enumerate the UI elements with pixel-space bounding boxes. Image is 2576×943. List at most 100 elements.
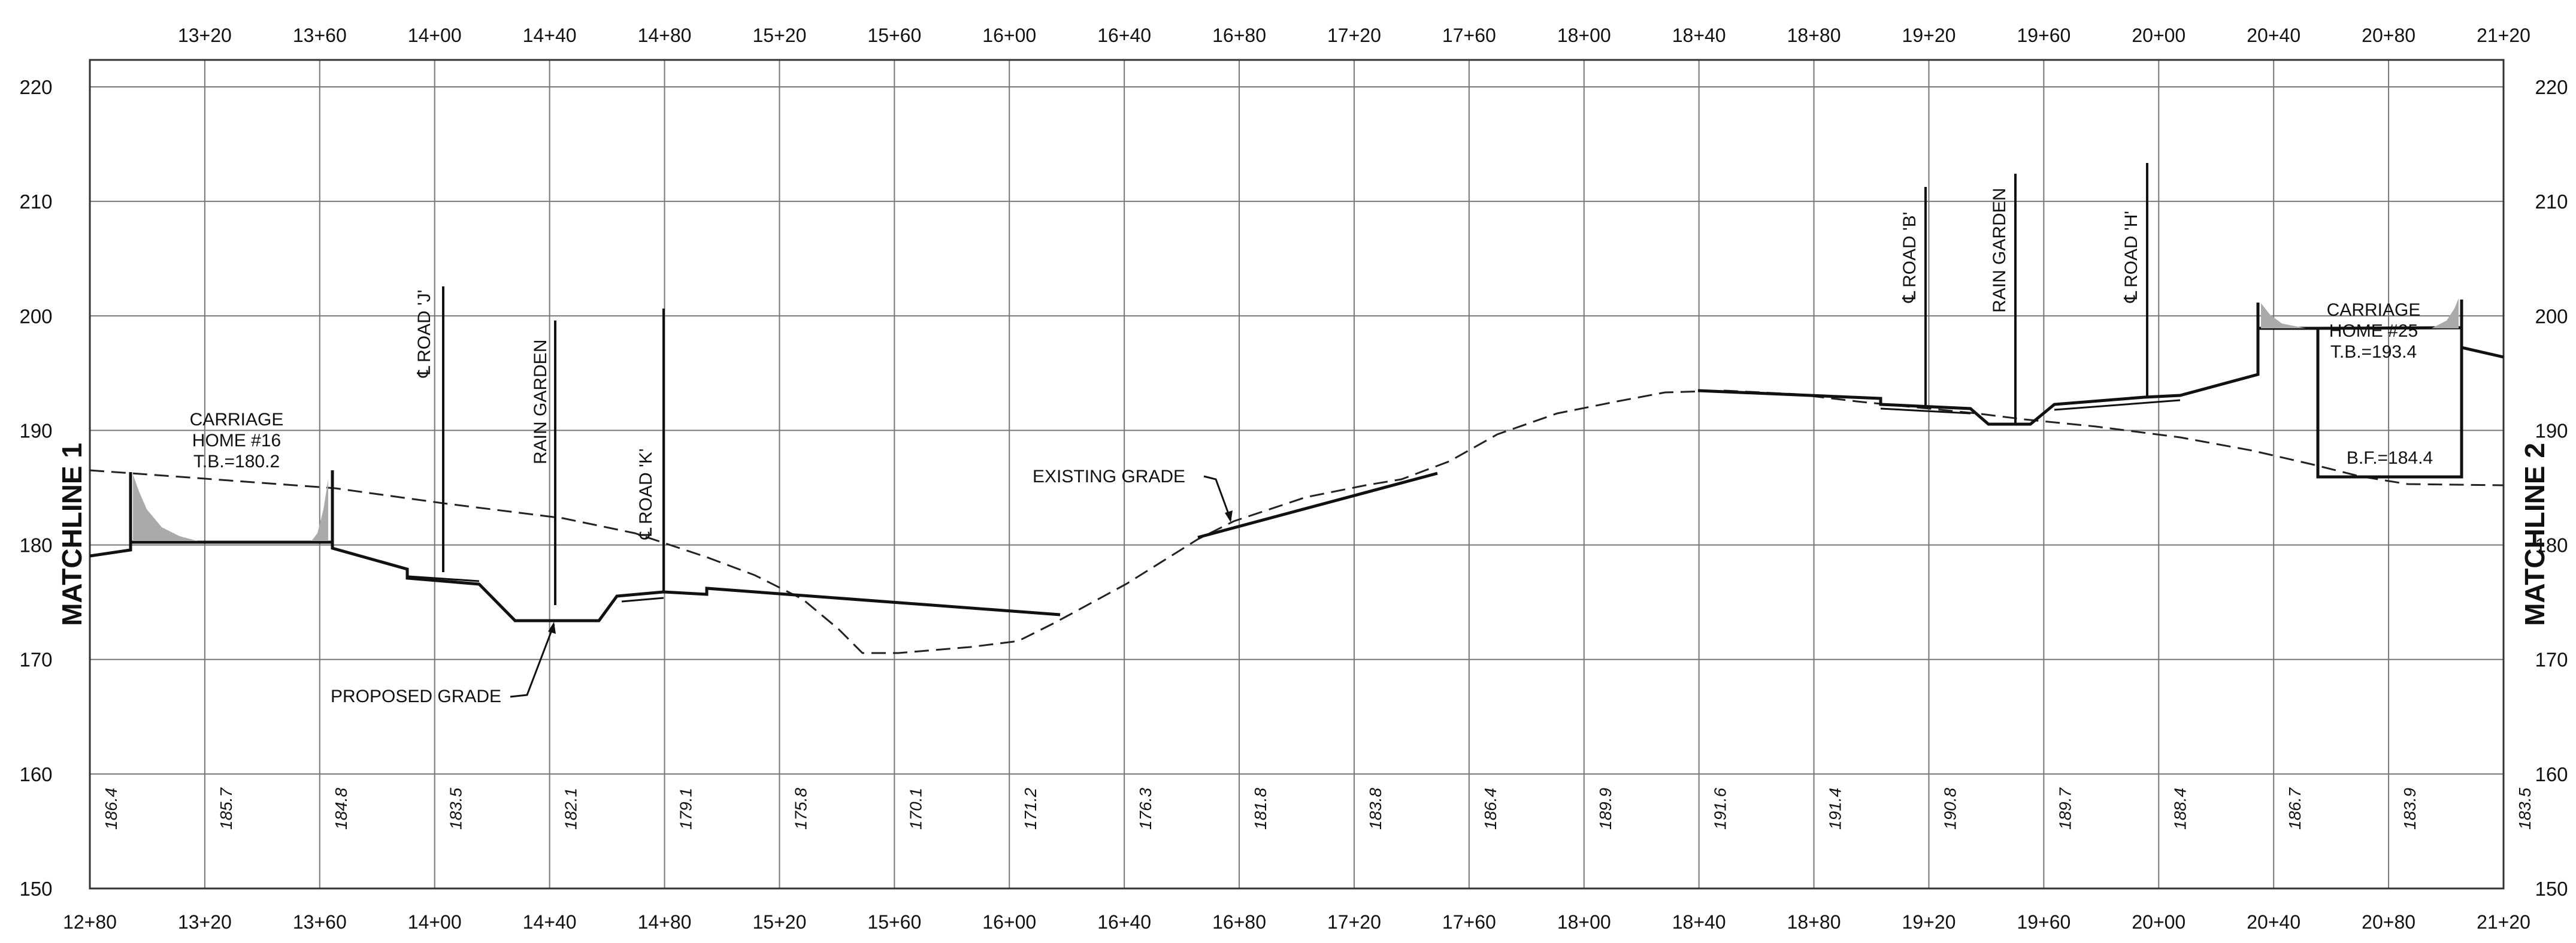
top-station-label: 18+80 [1787,25,1841,46]
proposed-grade-callout: PROPOSED GRADE [331,622,556,706]
top-station-label: 20+40 [2247,25,2300,46]
centerline-road-j-symbol: ℄ [414,365,434,378]
left-elevation-labels: 220 210 200 190 180 170 160 150 [19,76,52,900]
top-station-label: 19+20 [1902,25,1956,46]
centerline-road-b: ℄ ROAD 'B' [1900,187,1927,405]
grade-elevation-label: 186.4 [1481,788,1500,830]
rain-garden-1: RAIN GARDEN [531,321,556,605]
grade-elevation-label: 189.9 [1596,788,1615,830]
grade-elevation-label: 186.4 [102,788,120,830]
bottom-station-label: 21+20 [2477,911,2530,933]
top-station-label: 14+00 [408,25,462,46]
grade-elevation-label: 183.5 [447,788,465,830]
left-elevation-label: 170 [19,649,52,671]
proposed-grade-lines [89,326,2504,622]
top-station-label: 13+60 [293,25,347,46]
centerline-road-h-label: ROAD 'H' [2121,211,2141,288]
grade-elevation-label: 189.7 [2056,787,2074,830]
centerline-road-h-symbol: ℄ [2121,291,2141,303]
grade-elevation-labels: 186.4 185.7 184.8 183.5 182.1 179.1 175.8 170.1… [102,787,2534,830]
top-station-labels: 13+20 13+60 14+00 14+40 14+80 15+20 15+60 16+00… [178,25,2530,46]
top-station-label: 15+60 [867,25,921,46]
top-station-label: 16+40 [1097,25,1151,46]
top-station-label: 14+40 [523,25,577,46]
proposed-grade-leader [510,624,555,698]
proposed-grade-label: PROPOSED GRADE [331,687,501,706]
grade-elevation-label: 190.8 [1941,788,1959,830]
bottom-station-label: 16+80 [1212,911,1266,933]
top-station-label: 21+20 [2477,25,2530,46]
centerline-road-b-symbol: ℄ [1900,291,1920,303]
top-station-label: 13+20 [178,25,232,46]
right-elevation-label: 200 [2535,305,2568,327]
grade-elevation-label: 191.6 [1711,788,1730,830]
top-station-label: 14+80 [638,25,692,46]
matchline-left: MATCHLINE 1 [56,443,87,626]
existing-grade-callout: EXISTING GRADE [1033,467,1233,522]
centerline-road-k: ℄ ROAD 'K' [636,309,665,593]
grade-elevation-label: 183.9 [2401,788,2419,830]
grid-lines [90,60,2504,889]
right-elevation-label: 160 [2535,763,2568,785]
grade-elevation-label: 171.2 [1021,788,1040,830]
top-station-label: 20+00 [2132,25,2185,46]
left-elevation-label: 160 [19,763,52,785]
bottom-station-label: 15+60 [867,911,921,933]
bottom-station-label: 14+40 [523,911,577,933]
matchline-right: MATCHLINE 2 [2519,443,2550,626]
grade-elevation-label: 183.8 [1366,788,1385,830]
carriage-home-16-line-1: CARRIAGE [190,410,284,430]
bottom-station-label: 14+80 [638,911,692,933]
existing-grade-leader [1203,475,1232,521]
right-elevation-labels: 220 210 200 190 180 170 160 150 [2535,76,2568,900]
right-elevation-label: 150 [2535,878,2568,900]
bottom-station-label: 14+00 [408,911,462,933]
bottom-station-label: 17+60 [1442,911,1496,933]
grade-elevation-label: 176.3 [1136,788,1155,830]
grade-elevation-label: 170.1 [906,788,925,830]
right-elevation-label: 210 [2535,191,2568,213]
bottom-station-label: 16+00 [982,911,1036,933]
left-elevation-label: 190 [19,419,52,442]
top-station-label: 20+80 [2362,25,2415,46]
carriage-home-16-section [129,470,334,550]
centerline-road-h: ℄ ROAD 'H' [2121,163,2148,398]
left-elevation-label: 220 [19,76,52,98]
bottom-station-label: 17+20 [1327,911,1381,933]
bottom-station-label: 20+80 [2362,911,2415,933]
top-station-label: 19+60 [2017,25,2071,46]
grade-elevation-label: 181.8 [1251,788,1270,830]
bottom-station-label: 18+80 [1787,911,1841,933]
right-elevation-label: 170 [2535,649,2568,671]
grade-elevation-label: 179.1 [677,788,695,830]
bottom-station-label: 18+40 [1672,911,1726,933]
grade-elevation-label: 182.1 [562,788,580,830]
bottom-station-label: 13+20 [178,911,232,933]
grade-elevation-label: 188.4 [2171,788,2189,830]
left-elevation-label: 150 [19,878,52,900]
carriage-home-16-line-3: T.B.=180.2 [193,452,280,472]
grid-frame [89,59,2505,890]
bottom-station-labels: 12+80 13+20 13+60 14+00 14+40 14+80 15+20 15+60… [63,911,2530,933]
grade-elevation-label: 184.8 [332,788,350,830]
carriage-home-16-callout: CARRIAGE HOME #16 T.B.=180.2 [190,410,284,472]
carriage-home-25-line-1: CARRIAGE [2327,300,2421,320]
grade-elevation-label: 175.8 [791,788,810,830]
bottom-station-label: 20+40 [2247,911,2300,933]
top-station-label: 18+40 [1672,25,1726,46]
bottom-station-label: 15+20 [752,911,806,933]
bottom-station-label: 19+20 [1902,911,1956,933]
right-elevation-label: 220 [2535,76,2568,98]
top-station-label: 17+60 [1442,25,1496,46]
bottom-station-label: 13+60 [293,911,347,933]
carriage-home-25-section [2256,298,2463,479]
centerline-road-k-label: ROAD 'K' [636,449,656,524]
right-elevation-label: 180 [2535,534,2568,557]
rain-garden-2-label: RAIN GARDEN [1990,188,2009,313]
carriage-home-25-line-3: T.B.=193.4 [2330,342,2417,362]
grade-elevation-label: 186.7 [2286,787,2304,830]
bottom-station-label: 16+40 [1097,911,1151,933]
top-station-label: 17+20 [1327,25,1381,46]
right-elevation-label: 190 [2535,419,2568,442]
